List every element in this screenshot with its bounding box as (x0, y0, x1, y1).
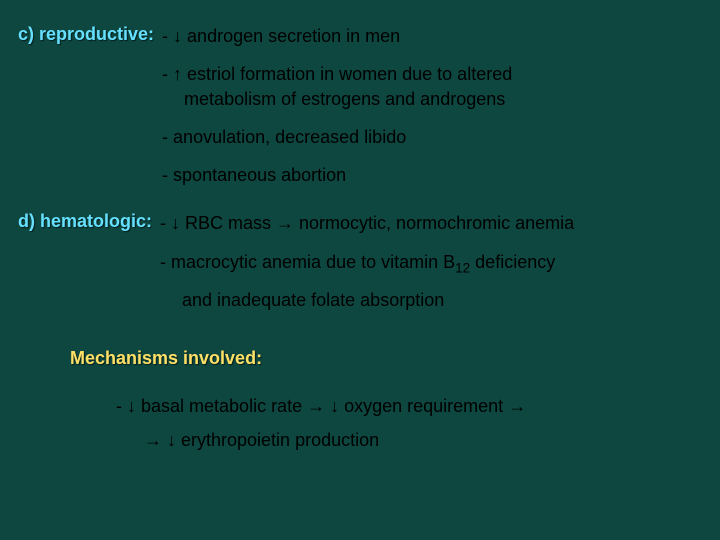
list-item: - ↑ estriol formation in women due to al… (162, 62, 512, 111)
section-c-body: - ↓ androgen secretion in men - ↑ estrio… (154, 24, 512, 201)
bullet-continuation: and inadequate folate absorption (160, 288, 574, 312)
bullet-text: deficiency (470, 252, 555, 272)
bullet-text: normocytic, normochromic anemia (294, 213, 574, 233)
section-c-label: c) reproductive (18, 24, 148, 44)
bullet-prefix: - (160, 252, 171, 272)
section-d-body: - ↓ RBC mass → normocytic, normochromic … (152, 211, 574, 325)
mechanisms-line-1: - ↓ basal metabolic rate → ↓ oxygen requ… (116, 389, 702, 423)
bullet-prefix: - ↓ (162, 26, 187, 46)
bullet-text: RBC mass (185, 213, 276, 233)
bullet-prefix: - (162, 165, 173, 185)
bullet-prefix: - (162, 127, 173, 147)
list-item: - anovulation, decreased libido (162, 125, 512, 149)
bullet-prefix: - ↑ (162, 64, 187, 84)
bullet-text: estriol formation in women due to altere… (187, 64, 512, 84)
bullet-continuation: metabolism of estrogens and androgens (162, 87, 512, 111)
implies-icon: → (508, 396, 526, 416)
mech-text: - ↓ basal metabolic rate (116, 396, 307, 416)
section-d-label: d) hematologic (18, 211, 146, 231)
list-item: - ↓ androgen secretion in men (162, 24, 512, 48)
implies-icon: → (307, 396, 325, 416)
mechanisms-label: Mechanisms involved (70, 348, 256, 368)
bullet-prefix: - ↓ (160, 213, 185, 233)
section-d-heading: d) hematologic: (18, 211, 152, 232)
mechanisms-line-2: → ↓ erythropoietin production (116, 423, 702, 457)
bullet-text: androgen secretion in men (187, 26, 400, 46)
slide: c) reproductive: - ↓ androgen secretion … (0, 0, 720, 540)
section-d-row: d) hematologic: - ↓ RBC mass → normocyti… (18, 211, 702, 325)
mech-text: ↓ oxygen requirement (325, 396, 508, 416)
section-c-heading: c) reproductive: (18, 24, 154, 45)
subscript: 12 (455, 260, 470, 275)
list-item: - ↓ RBC mass → normocytic, normochromic … (160, 211, 574, 235)
implies-icon: → (276, 213, 294, 233)
section-c-row: c) reproductive: - ↓ androgen secretion … (18, 24, 702, 201)
bullet-text: macrocytic anemia due to vitamin B (171, 252, 455, 272)
mechanisms-heading: Mechanisms involved: (70, 348, 702, 369)
mechanisms-body: - ↓ basal metabolic rate → ↓ oxygen requ… (116, 389, 702, 457)
list-item: - spontaneous abortion (162, 163, 512, 187)
bullet-text: anovulation, decreased libido (173, 127, 406, 147)
bullet-text: spontaneous abortion (173, 165, 346, 185)
colon-icon: : (256, 348, 262, 368)
mech-text: ↓ erythropoietin production (162, 430, 379, 450)
list-item: - macrocytic anemia due to vitamin B12 d… (160, 250, 574, 312)
implies-icon: → (144, 430, 162, 450)
